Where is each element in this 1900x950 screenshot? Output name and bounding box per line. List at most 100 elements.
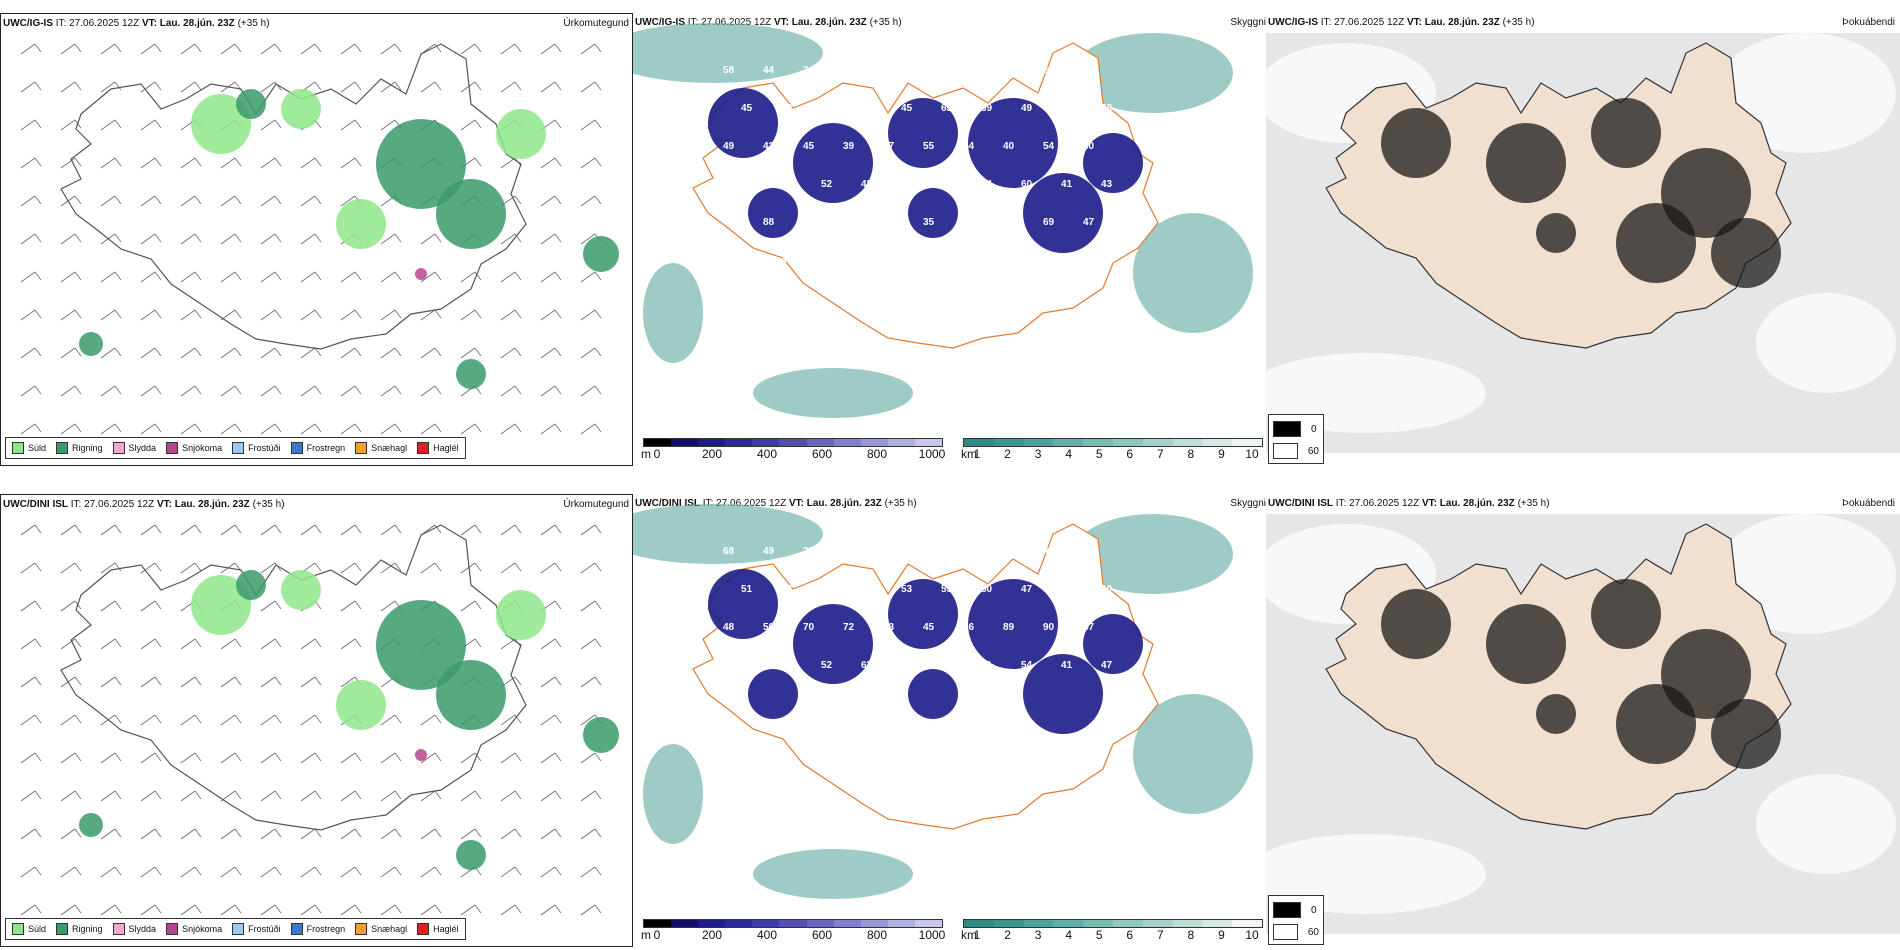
legend-label: Slydda [128,924,157,934]
wind-barb [500,828,516,840]
wind-barb-flag [274,600,282,610]
wind-barb [340,423,356,435]
precip-area [456,359,486,389]
wind-barb-flag [354,43,362,53]
wind-barb-flag [114,157,122,167]
legend-label: Rigning [72,443,103,453]
wind-barb-flag [34,562,42,572]
wind-barb [340,676,356,688]
wind-barb-flag [594,904,602,914]
colorbar-tick: 8 [1187,447,1195,461]
wind-barb [260,423,276,435]
colorbar-tick: 2 [1004,447,1011,461]
legend-item: Frostúði [232,923,281,935]
wind-barb [140,714,156,726]
colorbar-segment [914,920,943,927]
colorbar-segment [964,439,994,446]
legend-item: Snæhagl [355,923,407,935]
wind-barb-flag [74,904,82,914]
wind-barb [500,157,516,169]
colorbar-segment [1142,920,1173,927]
legend-label: Rigning [72,924,103,934]
wind-barb [220,157,236,169]
wind-barb [580,233,596,245]
fog-index-area [1381,108,1451,178]
wind-barb-flag [114,752,122,762]
wind-barb [380,423,396,435]
colorbar-segment [833,439,861,446]
wind-barb-flag [594,81,602,91]
wind-barb-flag [274,676,282,686]
wind-barb-flag [34,195,42,205]
wind-barb [180,157,196,169]
cloud-base-label: 62 [1003,217,1015,228]
wind-barb-flag [554,233,562,243]
wind-barb-flag [34,81,42,91]
wind-barb [380,309,396,321]
fog-legend-swatch [1273,421,1301,437]
legend-swatch [417,442,430,454]
cloud-base-label: 55 [923,141,935,152]
wind-barb [300,271,316,283]
wind-barb-flag [594,600,602,610]
wind-barb [300,676,316,688]
cloud-base-label: 52 [821,179,833,190]
cloud-base-label: 41 [1061,179,1073,190]
legend-swatch [290,442,303,454]
cloud-base-label: 58 [741,255,753,266]
wind-barb-flag [194,904,202,914]
low-cloud-area [1023,173,1103,253]
wind-barb [380,385,396,397]
wind-barb-flag [394,271,402,281]
wind-barb-flag [274,119,282,129]
colorbar-segment [671,920,699,927]
wind-barb-flag [594,347,602,357]
wind-barb [580,271,596,283]
wind-barb [20,790,36,802]
colorbar-tick: 0 [653,928,661,942]
wind-barb-flag [554,119,562,129]
wind-barb-flag [594,752,602,762]
wind-barb [420,347,436,359]
wind-barb-flag [314,309,322,319]
wind-barb [460,600,476,612]
wind-barb [380,904,396,916]
wind-barb [540,81,556,93]
colorbar-tick: 10 [1245,928,1259,942]
wind-barb [540,423,556,435]
wind-barb [20,157,36,169]
cloud-base-label: 48 [781,584,793,595]
cloud-base-label: 48 [723,622,735,633]
cloud-base-label: 47 [883,141,895,152]
wind-barb [100,904,116,916]
wind-barb-flag [594,524,602,534]
wind-barb [260,866,276,878]
wind-barb [140,676,156,688]
wind-barb [580,600,596,612]
wind-barb [20,600,36,612]
wind-barb [100,347,116,359]
cloud-base-label: 63 [861,660,873,671]
wind-barb-flag [34,752,42,762]
low-visibility-area [1133,213,1253,333]
wind-barb [180,752,196,764]
wind-barb-flag [514,866,522,876]
precip-area [436,179,506,249]
visibility-panel-top: UWC/IG-IS IT: 27.06.2025 12Z VT: Lau. 28… [633,13,1266,466]
precip-legend: Súld Rigning Slydda Snjókoma Frostúði Frostre… [5,918,466,940]
wind-barb [380,233,396,245]
wind-barb [580,790,596,802]
wind-barb-flag [154,233,162,243]
wind-barb-flag [234,638,242,648]
wind-barb-flag [74,271,82,281]
wind-barb-flag [394,524,402,534]
wind-barb-flag [474,828,482,838]
precip-area [456,840,486,870]
legend-label: Snjókoma [182,443,223,453]
wind-barb-flag [154,676,162,686]
wind-barb-flag [554,309,562,319]
cloud-base-label: 50 [941,179,953,190]
cloud-base-label: 39 [781,103,793,114]
cloud-base-label: 37 [923,546,935,557]
wind-barb [20,43,36,55]
